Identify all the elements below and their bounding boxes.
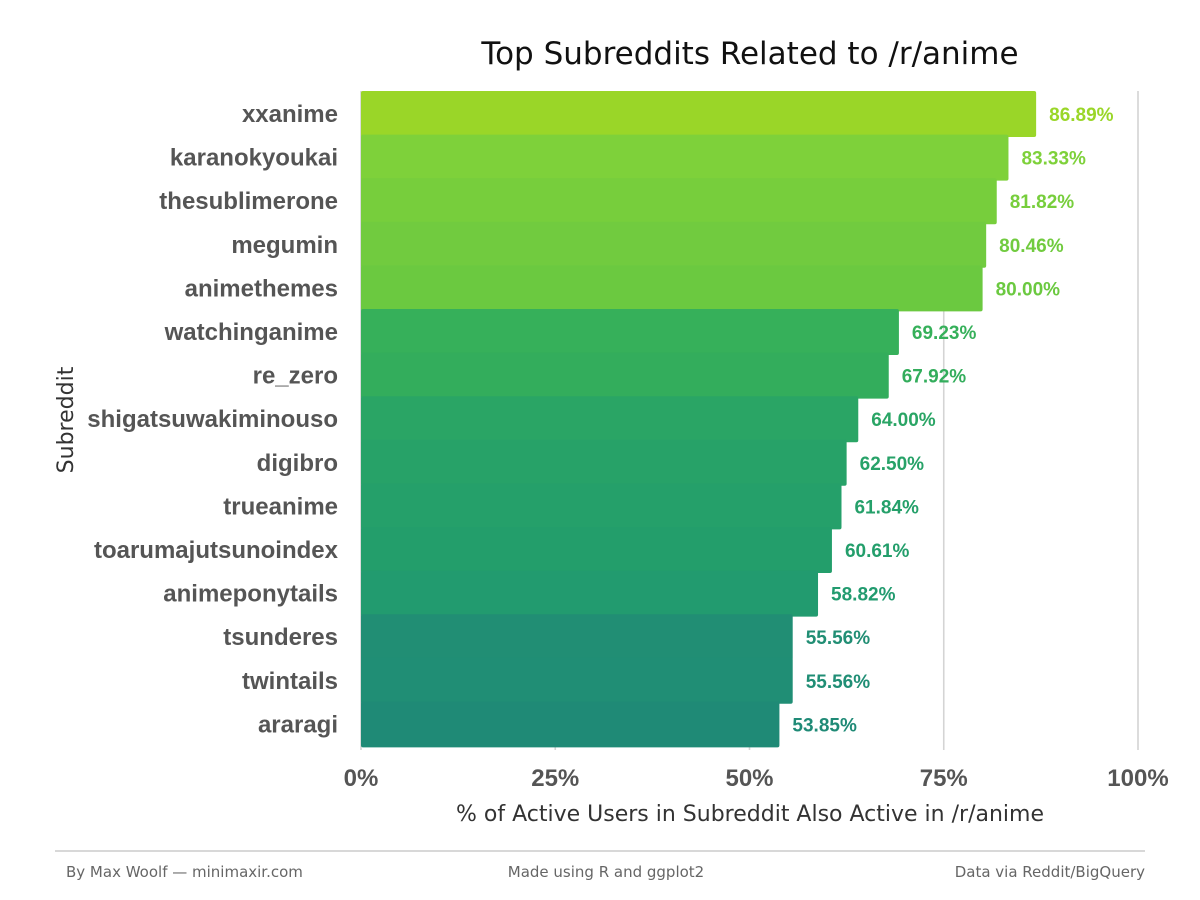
- category-label: animethemes: [185, 275, 338, 302]
- x-tick-label: 50%: [725, 765, 773, 792]
- value-label: 81.82%: [1010, 192, 1075, 213]
- value-label: 83.33%: [1021, 149, 1086, 170]
- bar: [361, 614, 793, 661]
- value-label: 53.85%: [792, 715, 857, 736]
- footer-source: Data via Reddit/BigQuery: [955, 863, 1145, 881]
- value-label: 60.61%: [845, 541, 910, 562]
- footer-credit: By Max Woolf — minimaxir.com: [66, 863, 303, 881]
- category-label: thesublimerone: [159, 188, 338, 215]
- x-tick-label: 25%: [531, 765, 579, 792]
- category-label: digibro: [257, 450, 338, 477]
- value-label: 67.92%: [902, 367, 967, 388]
- value-labels: 86.89% 83.33% 81.82% 80.46% 80.00% 69.23% 67.9…: [792, 105, 1113, 736]
- category-label: re_zero: [253, 363, 338, 390]
- value-label: 55.56%: [806, 672, 871, 693]
- value-label: 69.23%: [912, 323, 977, 344]
- x-axis-title: % of Active Users in Subreddit Also Acti…: [456, 802, 1044, 827]
- bar: [361, 570, 819, 617]
- category-label: megumin: [231, 232, 338, 259]
- value-label: 80.46%: [999, 236, 1064, 257]
- value-label: 55.56%: [806, 628, 871, 649]
- bar: [361, 483, 842, 530]
- value-label: 80.00%: [996, 279, 1061, 300]
- category-label: araragi: [258, 711, 338, 738]
- x-axis-ticks: 0% 25% 50% 75% 100%: [344, 765, 1169, 792]
- x-tick-label: 0%: [344, 765, 379, 792]
- category-label: tsunderes: [223, 624, 338, 651]
- value-label: 58.82%: [831, 585, 896, 606]
- footer-tool: Made using R and ggplot2: [508, 863, 704, 881]
- chart-title: Top Subreddits Related to /r/anime: [480, 36, 1018, 72]
- value-label: 61.84%: [854, 497, 919, 518]
- value-label: 86.89%: [1049, 105, 1114, 126]
- category-label: karanokyoukai: [170, 145, 338, 172]
- category-label: watchinganime: [164, 319, 338, 346]
- bar: [361, 134, 1009, 181]
- x-tick-label: 75%: [920, 765, 968, 792]
- category-label: xxanime: [242, 101, 338, 128]
- x-tick-label: 100%: [1107, 765, 1168, 792]
- bar: [361, 265, 983, 312]
- bar: [361, 527, 832, 573]
- bar: [361, 178, 997, 225]
- bar: [361, 701, 780, 748]
- bar: [361, 396, 859, 443]
- category-label: trueanime: [223, 493, 338, 520]
- bar: [361, 439, 847, 486]
- category-label: twintails: [242, 668, 338, 695]
- category-label: animeponytails: [163, 581, 338, 608]
- bar: [361, 91, 1037, 137]
- bar: [361, 657, 793, 704]
- bar: [361, 221, 987, 268]
- value-label: 62.50%: [860, 454, 925, 475]
- bar: [361, 352, 889, 399]
- category-labels: xxanime karanokyoukai thesublimerone megumi…: [87, 101, 338, 738]
- y-axis-title: Subreddit: [54, 366, 79, 473]
- bar: [361, 309, 899, 355]
- bars: [361, 91, 1037, 748]
- value-label: 64.00%: [871, 410, 936, 431]
- category-label: toarumajutsunoindex: [94, 537, 339, 564]
- category-label: shigatsuwakiminouso: [87, 406, 338, 433]
